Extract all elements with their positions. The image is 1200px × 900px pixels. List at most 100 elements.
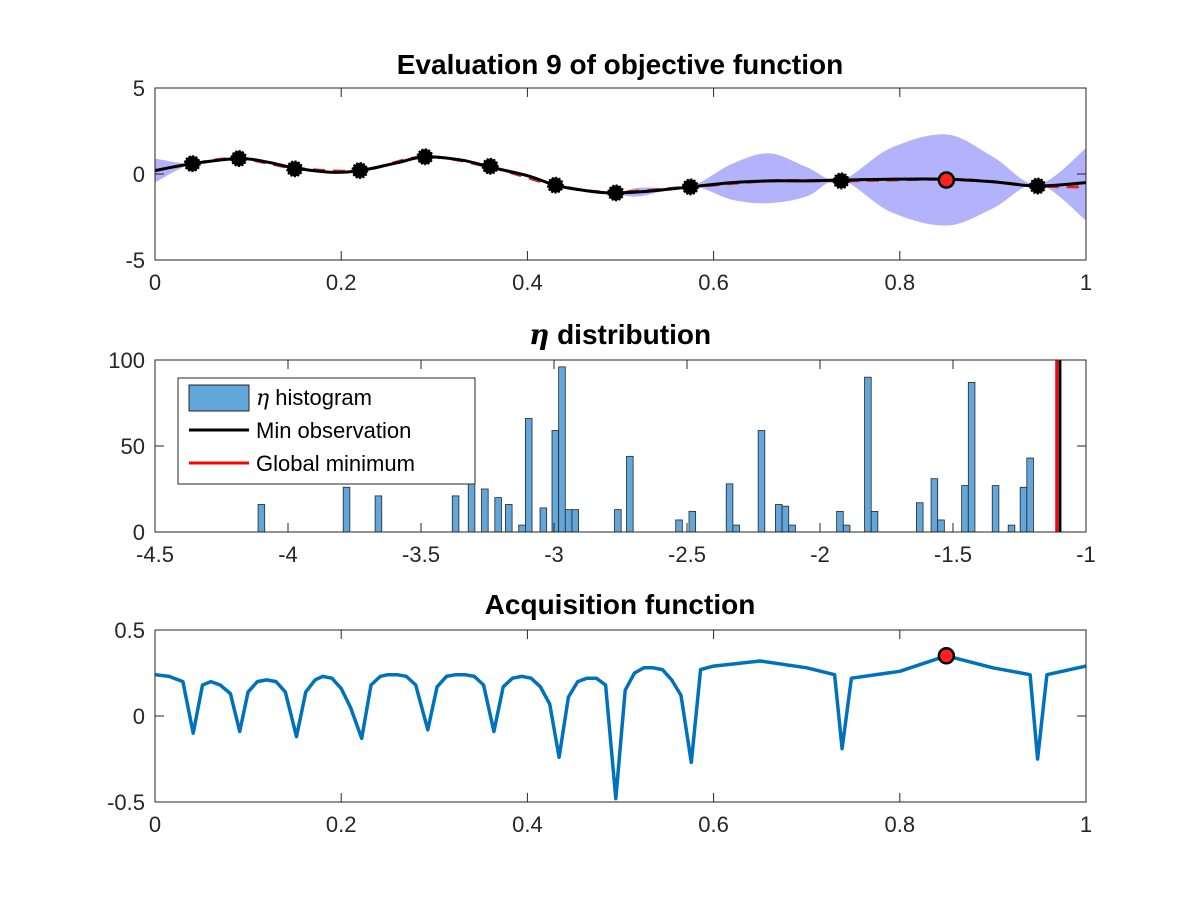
objective-observations-layer xyxy=(183,148,1047,202)
legend-histogram-symbol: η xyxy=(256,386,269,411)
eta-vlines-layer xyxy=(1055,360,1062,532)
histogram-bar xyxy=(518,524,526,533)
panel-acquisition: Acquisition function 0 0.2 0.4 0.6 0.8 1 -0.5… xyxy=(107,589,1092,837)
objective-title: Evaluation 9 of objective function xyxy=(397,49,844,80)
eta-y-ticks: 0 50 100 xyxy=(108,348,1086,545)
acquisition-ytick-label: -0.5 xyxy=(107,790,145,815)
objective-xtick-label: 1 xyxy=(1080,270,1092,295)
objective-y-ticks: -5 0 5 xyxy=(125,76,1086,273)
acquisition-xtick-label: 0 xyxy=(149,812,161,837)
eta-xtick-label: -4.5 xyxy=(136,542,174,567)
eta-x-ticks: -4.5 -4 -3.5 -3 -2.5 -2 -1.5 -1 xyxy=(136,360,1096,567)
histogram-bar xyxy=(930,478,939,533)
histogram-bar xyxy=(842,524,851,533)
acquisition-axes-frame xyxy=(154,629,1087,803)
acquisition-xtick-label: 0.4 xyxy=(512,812,543,837)
eta-xtick-label: -2.5 xyxy=(668,542,706,567)
histogram-bar xyxy=(937,519,945,533)
observation-point xyxy=(1029,177,1047,195)
histogram-bar xyxy=(451,495,460,533)
histogram-bar xyxy=(916,502,924,533)
acquisition-max-point xyxy=(937,647,956,665)
eta-bars-layer xyxy=(257,366,1034,533)
objective-xtick-label: 0.4 xyxy=(512,270,543,295)
eta-title: η distribution xyxy=(529,318,711,351)
acquisition-xtick-label: 0.6 xyxy=(698,812,729,837)
legend-histogram-text: histogram xyxy=(269,385,372,410)
histogram-bar xyxy=(257,504,266,533)
objective-ytick-label: 5 xyxy=(133,76,145,101)
histogram-bar xyxy=(732,524,740,533)
panel-objective: Evaluation 9 of objective function 0 0.2 0… xyxy=(125,49,1092,295)
histogram-bar xyxy=(864,376,872,533)
histogram-bar xyxy=(688,510,697,533)
observation-point xyxy=(183,155,201,173)
acquisition-ytick-label: 0.5 xyxy=(114,618,145,643)
observation-point xyxy=(416,148,434,166)
histogram-bar xyxy=(558,366,566,533)
histogram-bar xyxy=(725,483,734,533)
histogram-bar xyxy=(1026,457,1034,533)
objective-next-point-layer xyxy=(937,171,956,189)
histogram-bar xyxy=(1007,524,1016,533)
histogram-bar xyxy=(626,455,634,533)
histogram-bar xyxy=(481,488,489,533)
observation-point xyxy=(832,172,850,190)
legend-histogram-swatch xyxy=(188,384,250,412)
histogram-bar xyxy=(374,495,383,533)
histogram-bar xyxy=(614,509,622,533)
panel-eta-distribution: η distribution -4.5 -4 -3.5 -3 -2.5 -2 -1.5 -1 … xyxy=(108,318,1096,567)
eta-xtick-label: -1 xyxy=(1076,542,1096,567)
eta-xtick-label: -1.5 xyxy=(934,542,972,567)
histogram-bar xyxy=(539,507,548,533)
eta-title-text: distribution xyxy=(549,319,711,350)
eta-xtick-label: -2 xyxy=(810,542,830,567)
histogram-bar xyxy=(836,510,844,533)
objective-ytick-label: 0 xyxy=(133,162,145,187)
histogram-bar xyxy=(467,479,476,533)
histogram-bar xyxy=(870,510,879,533)
objective-xtick-label: 0.8 xyxy=(885,270,916,295)
acquisition-xtick-label: 0.2 xyxy=(326,812,357,837)
acquisition-xtick-label: 1 xyxy=(1080,812,1092,837)
objective-xtick-label: 0 xyxy=(149,270,161,295)
acquisition-line xyxy=(154,654,1087,801)
histogram-bar xyxy=(494,497,502,533)
histogram-bar xyxy=(775,504,783,533)
observation-point xyxy=(546,176,564,194)
next-point-marker xyxy=(937,171,956,189)
eta-ytick-label: 100 xyxy=(108,348,145,373)
observation-point xyxy=(481,157,499,175)
histogram-bar xyxy=(788,524,796,533)
acquisition-title: Acquisition function xyxy=(485,589,756,620)
histogram-bar xyxy=(571,509,580,533)
objective-xtick-label: 0.6 xyxy=(698,270,729,295)
objective-x-ticks: 0 0.2 0.4 0.6 0.8 1 xyxy=(149,88,1092,295)
legend-histogram-label: η histogram xyxy=(256,385,372,411)
acquisition-line-layer xyxy=(154,654,1087,801)
histogram-bar xyxy=(991,485,1000,533)
eta-xtick-label: -3.5 xyxy=(402,542,440,567)
histogram-bar xyxy=(967,381,976,533)
eta-ytick-label: 50 xyxy=(121,434,145,459)
histogram-bar xyxy=(757,430,766,533)
legend-global-minimum-label: Global minimum xyxy=(256,451,415,476)
acquisition-xtick-label: 0.8 xyxy=(885,812,916,837)
eta-title-symbol: η xyxy=(529,318,549,351)
eta-xtick-label: -4 xyxy=(278,542,298,567)
histogram-bar xyxy=(551,430,560,533)
objective-ytick-label: -5 xyxy=(125,248,145,273)
acquisition-max-point-layer xyxy=(937,647,956,665)
observation-point xyxy=(681,178,699,196)
legend-min-observation-label: Min observation xyxy=(256,418,411,443)
observation-point xyxy=(286,160,304,178)
histogram-bar xyxy=(781,505,790,533)
acquisition-x-ticks: 0 0.2 0.4 0.6 0.8 1 xyxy=(149,630,1092,837)
eta-xtick-label: -3 xyxy=(544,542,564,567)
histogram-bar xyxy=(342,486,351,533)
acquisition-y-ticks: -0.5 0 0.5 xyxy=(107,618,1086,815)
acquisition-ytick-label: 0 xyxy=(133,704,145,729)
histogram-bar xyxy=(675,519,683,533)
observation-point xyxy=(607,184,625,202)
